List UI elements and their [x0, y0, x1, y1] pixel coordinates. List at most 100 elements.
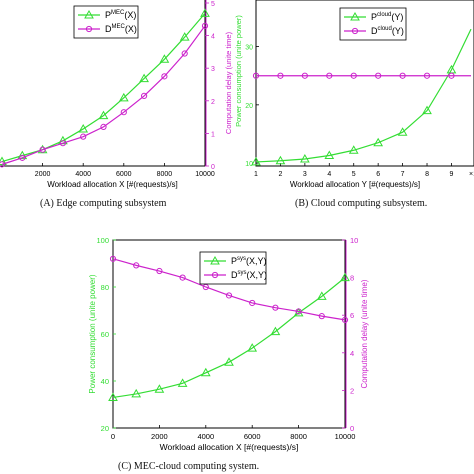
data-point	[270, 326, 281, 336]
y-tick-label: 10	[245, 161, 253, 168]
series-line	[112, 258, 346, 321]
data-point	[399, 72, 406, 79]
y-tick-label: 40	[101, 377, 109, 386]
data-point	[318, 313, 325, 320]
right-tick-label: 5	[211, 1, 215, 8]
series-line	[112, 277, 346, 399]
legend-label: Dcloud(Y)	[371, 26, 404, 36]
data-point	[181, 50, 188, 57]
caption-c: (C) MEC-cloud computing system.	[118, 461, 260, 472]
legend-label-tail: (X,Y)	[247, 270, 268, 280]
legend-label-sup: MEC	[111, 10, 125, 16]
chart-c: 0 2000 4000 6000 8000 10000 20 40 60 80 100 0 2 4 6 8 10…	[88, 236, 369, 452]
x-tick-label: 7	[401, 171, 405, 178]
x-tick-label: 4	[327, 171, 331, 178]
legend-label-sup: sys	[237, 256, 246, 262]
series-line	[1, 25, 206, 165]
data-point	[156, 267, 163, 275]
data-point	[133, 262, 140, 269]
data-point	[324, 150, 335, 160]
legend-label-base: P	[231, 256, 237, 266]
legend-box	[199, 251, 267, 285]
data-point	[340, 272, 350, 282]
x-axis-label: Workload allocation X [#(requests)/s]	[160, 442, 299, 452]
data-point	[131, 388, 142, 398]
right-tick-label: 10	[350, 236, 358, 245]
data-point	[100, 123, 107, 130]
right-tick-label: 2	[211, 99, 215, 106]
data-point	[59, 140, 67, 147]
data-point	[341, 316, 349, 323]
data-point	[80, 133, 87, 140]
legend-label-base: P	[371, 12, 377, 22]
x-tick-label: 2000	[35, 171, 51, 178]
y-tick-label: 80	[101, 283, 109, 292]
y-tick-label: 20	[101, 424, 109, 433]
x-tick-label: 5	[352, 171, 356, 178]
legend-label-sup: sys	[238, 270, 247, 276]
right-tick-label: 3	[211, 66, 215, 73]
x-exponent: ×1	[469, 171, 474, 178]
data-point	[224, 357, 234, 366]
data-point	[397, 127, 408, 136]
x-tick-label: 6000	[116, 171, 132, 178]
data-point	[139, 73, 149, 83]
legend-label-sup: cloud	[378, 26, 392, 32]
data-point	[39, 146, 46, 153]
right-tick-label: 4	[211, 34, 215, 41]
data-point	[200, 367, 211, 377]
data-point	[275, 155, 286, 165]
data-point	[251, 156, 261, 166]
plot-frame	[255, 0, 474, 167]
data-point	[448, 72, 455, 79]
data-point	[19, 154, 26, 161]
right-axis-label: Computation delay (unite time)	[360, 279, 369, 388]
data-point	[154, 384, 165, 393]
x-tick-label: 10000	[195, 171, 215, 178]
x-tick-label: 4000	[197, 432, 214, 441]
data-point	[161, 73, 168, 80]
series-line	[255, 28, 472, 163]
data-point	[300, 154, 310, 163]
data-point	[200, 8, 210, 17]
caption-b: (B) Cloud computing subsystem.	[295, 198, 428, 209]
data-point	[272, 304, 279, 311]
x-tick-label: 4000	[75, 171, 91, 178]
x-tick-label: 0	[111, 432, 115, 441]
data-point	[179, 274, 186, 281]
y-tick-label: 100	[96, 236, 109, 245]
data-point	[422, 105, 432, 115]
x-tick-label: 1	[254, 171, 258, 178]
data-point	[247, 343, 258, 352]
legend-label-tail: (X,Y)	[246, 256, 267, 266]
x-tick-label: 9	[450, 171, 454, 178]
legend-marker	[350, 11, 360, 21]
x-tick-label: 6	[376, 171, 380, 178]
legend-label-tail: (X)	[125, 24, 137, 34]
caption-a: (A) Edge computing subsystem	[40, 198, 167, 209]
y-tick-label: 30	[245, 45, 253, 52]
x-tick-label: 2	[278, 171, 282, 178]
legend-label: Dsys(X,Y)	[231, 270, 267, 280]
x-tick-label: 10000	[335, 432, 356, 441]
data-point	[108, 392, 118, 401]
legend-label-tail: (Y)	[391, 12, 403, 22]
data-point	[249, 299, 256, 307]
legend-label-base: D	[105, 24, 112, 34]
y-tick-label: 20	[245, 103, 253, 110]
data-point	[225, 292, 233, 299]
x-tick-label: 8000	[290, 432, 307, 441]
data-point	[179, 32, 190, 41]
data-point	[316, 291, 327, 300]
data-point	[348, 145, 359, 154]
data-point	[0, 156, 7, 166]
legend-label: Pcloud(Y)	[371, 12, 403, 22]
data-point	[373, 137, 384, 147]
y-axis-label: Power consumption (unite power)	[88, 274, 97, 394]
legend-label-tail: (Y)	[392, 26, 404, 36]
data-point	[118, 92, 129, 102]
right-tick-label: 8	[350, 274, 354, 283]
data-point	[78, 123, 89, 133]
